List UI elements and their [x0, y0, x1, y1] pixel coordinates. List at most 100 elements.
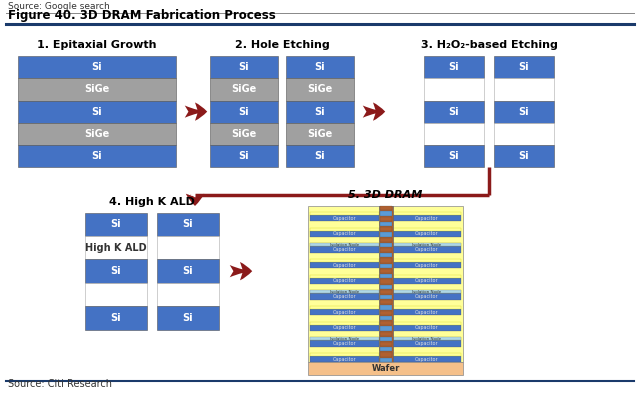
Text: Isolation Node: Isolation Node [412, 290, 442, 294]
Text: 5. 3D DRAM: 5. 3D DRAM [348, 190, 422, 200]
Bar [286, 56, 354, 78]
Bar [157, 213, 219, 236]
Bar [380, 248, 392, 252]
Text: Si: Si [239, 107, 250, 117]
Bar [380, 321, 392, 325]
Bar [494, 56, 554, 78]
Bar [392, 322, 461, 325]
Bar [210, 100, 278, 123]
Bar [380, 237, 392, 242]
Text: Capacitor: Capacitor [332, 357, 356, 362]
Bar [392, 325, 461, 331]
Bar [310, 275, 378, 278]
Bar [310, 231, 378, 237]
Bar [85, 283, 147, 306]
Text: Figure 40. 3D DRAM Fabrication Process: Figure 40. 3D DRAM Fabrication Process [8, 10, 276, 23]
Text: Capacitor: Capacitor [332, 263, 356, 268]
Text: Capacitor: Capacitor [415, 231, 438, 237]
Text: SiGe: SiGe [307, 85, 333, 94]
Bar [380, 269, 392, 273]
Bar [310, 212, 378, 215]
Bar [380, 337, 392, 341]
Text: Si: Si [239, 151, 250, 161]
Bar [310, 337, 378, 340]
Bar [286, 145, 354, 167]
Bar [380, 227, 392, 231]
Text: 3. H₂O₂-based Etching: 3. H₂O₂-based Etching [420, 40, 557, 50]
Bar [392, 275, 461, 278]
Bar [380, 212, 392, 216]
Bar [310, 306, 378, 309]
Text: Si: Si [111, 313, 122, 323]
Bar [380, 326, 392, 331]
Bar [380, 331, 392, 336]
Bar [310, 340, 378, 347]
Bar [380, 279, 392, 283]
Text: Isolation Node: Isolation Node [412, 243, 442, 247]
Bar [310, 290, 378, 293]
Text: Si: Si [92, 151, 102, 161]
Bar [380, 285, 392, 289]
Text: Capacitor: Capacitor [415, 341, 438, 346]
Bar [424, 78, 484, 100]
Text: Capacitor: Capacitor [415, 216, 438, 221]
Text: Capacitor: Capacitor [332, 310, 356, 315]
Text: Isolation Node: Isolation Node [330, 290, 359, 294]
Text: Capacitor: Capacitor [415, 278, 438, 283]
Bar [310, 356, 378, 362]
Bar [380, 274, 392, 278]
Bar [310, 353, 378, 356]
Bar [380, 353, 392, 357]
Bar [157, 236, 219, 260]
Text: Capacitor: Capacitor [415, 357, 438, 362]
Text: Si: Si [92, 62, 102, 72]
Bar [157, 260, 219, 283]
Bar [378, 206, 392, 362]
Bar [494, 123, 554, 145]
Bar [494, 100, 554, 123]
Text: Capacitor: Capacitor [415, 326, 438, 330]
Bar [18, 123, 176, 145]
Bar [392, 243, 461, 247]
Text: SiGe: SiGe [307, 129, 333, 139]
Bar [424, 123, 484, 145]
Bar [380, 243, 392, 247]
Text: Si: Si [449, 62, 460, 72]
Text: 1. Epitaxial Growth: 1. Epitaxial Growth [37, 40, 157, 50]
Text: Capacitor: Capacitor [415, 263, 438, 268]
Bar [310, 247, 378, 253]
Bar [392, 278, 461, 284]
Bar [392, 231, 461, 237]
Bar [392, 215, 461, 222]
Bar [494, 145, 554, 167]
Bar [286, 100, 354, 123]
Text: SiGe: SiGe [232, 85, 257, 94]
Bar [85, 236, 147, 260]
Text: Si: Si [111, 266, 122, 276]
Text: Source: Google search: Source: Google search [8, 2, 109, 11]
Bar [310, 262, 378, 268]
Text: Capacitor: Capacitor [332, 247, 356, 252]
Bar [310, 227, 378, 231]
Text: Isolation Node: Isolation Node [412, 337, 442, 341]
Bar [380, 206, 392, 210]
Bar [310, 322, 378, 325]
Text: Si: Si [92, 107, 102, 117]
Bar [392, 247, 461, 253]
Bar [85, 306, 147, 330]
Bar [380, 342, 392, 346]
Bar [310, 243, 378, 247]
Bar [380, 316, 392, 320]
Bar [310, 325, 378, 331]
Bar [380, 253, 392, 257]
Bar [210, 78, 278, 100]
Bar [18, 100, 176, 123]
Bar [286, 123, 354, 145]
Bar [380, 264, 392, 268]
Text: 4. High K ALD: 4. High K ALD [109, 197, 195, 207]
Bar [310, 259, 378, 262]
Bar [85, 213, 147, 236]
Bar [380, 222, 392, 226]
Text: Capacitor: Capacitor [332, 216, 356, 221]
Bar [310, 215, 378, 222]
